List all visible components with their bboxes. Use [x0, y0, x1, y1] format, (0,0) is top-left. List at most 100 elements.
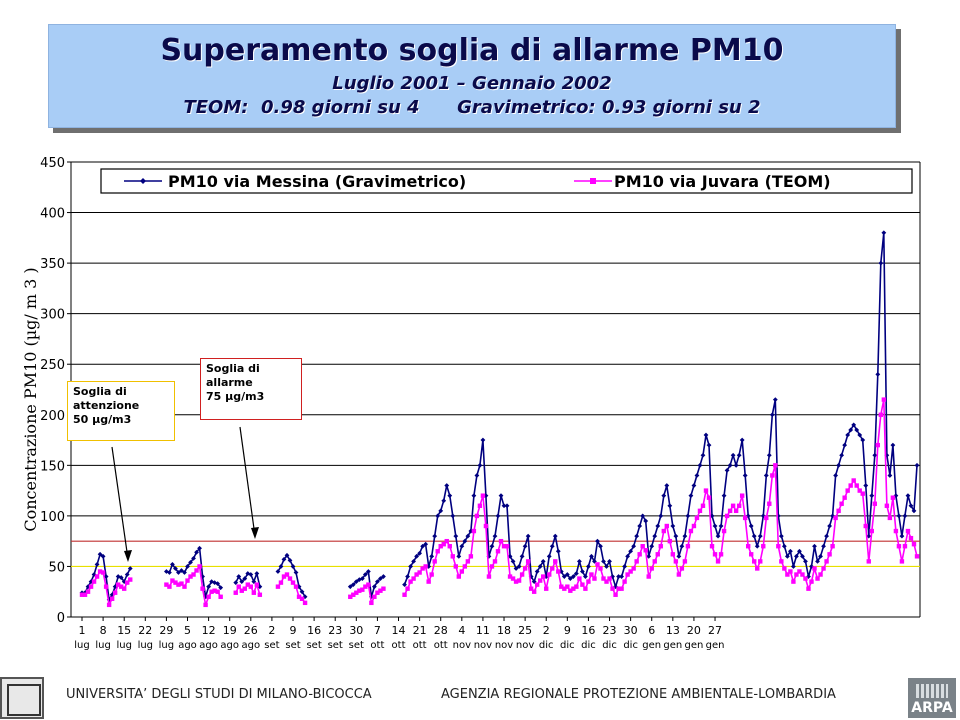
series-messina-point [287, 557, 293, 563]
series-messina-point [791, 564, 796, 569]
series-messina-point [359, 576, 365, 581]
series-messina-point [646, 553, 652, 559]
series-juvara-point [556, 569, 561, 574]
series-messina-point [167, 570, 172, 575]
series-juvara-point [115, 582, 121, 587]
series-juvara-point [366, 582, 371, 587]
series-juvara-point [480, 493, 486, 498]
series-messina-point [911, 508, 917, 514]
x-tick-label-month: dic [581, 640, 596, 651]
series-juvara-point [170, 578, 175, 583]
series-juvara-point [610, 586, 615, 591]
x-tick-label-month: dic [539, 640, 554, 651]
series-juvara-point [709, 544, 715, 549]
series-juvara-point [360, 587, 365, 592]
series-messina-point [766, 452, 772, 458]
series-messina-point [658, 513, 664, 519]
series-juvara-point [770, 473, 775, 478]
x-tick-label-day: 7 [374, 624, 381, 637]
attention-pointer [111, 446, 129, 560]
x-tick-label-month: lug [159, 640, 174, 651]
series-messina-point [179, 568, 184, 573]
series-messina-point [607, 558, 612, 564]
x-tick-label-month: set [285, 640, 300, 651]
series-juvara-point [721, 528, 727, 534]
series-juvara-point [745, 544, 751, 549]
series-juvara-point [128, 577, 133, 582]
series-juvara-point [815, 576, 820, 581]
series-juvara-point [456, 574, 462, 579]
series-juvara-point [402, 592, 407, 597]
series-juvara-point [275, 584, 281, 589]
y-tick-label: 400 [40, 207, 65, 222]
series-messina-point [688, 493, 694, 499]
chart-title: Superamento soglia di allarme PM10 [160, 33, 784, 68]
series-juvara-point [803, 576, 808, 581]
x-tick-label-month: dic [602, 640, 617, 651]
series-juvara-point [565, 584, 570, 589]
series-juvara-point [468, 554, 474, 559]
series-juvara-point [676, 572, 682, 577]
footer-university: UNIVERSITA’ DEGLI STUDI DI MILANO-BICOCC… [66, 687, 372, 702]
series-juvara-point [718, 552, 724, 557]
series-messina-point [236, 574, 242, 579]
series-messina-point [781, 543, 787, 549]
series-juvara-point [577, 576, 582, 581]
series-juvara-point [905, 528, 911, 534]
series-juvara-point [176, 582, 181, 587]
x-tick-label-month: lug [74, 640, 89, 651]
series-messina-point [673, 533, 679, 539]
series-juvara-point [408, 579, 413, 584]
series-juvara-point [574, 584, 579, 589]
series-messina-point [622, 564, 627, 569]
series-juvara-point [848, 483, 853, 488]
series-juvara-point [833, 515, 838, 521]
series-messina-point [769, 412, 775, 418]
series-messina-point [510, 558, 516, 564]
series-juvara-point [619, 586, 624, 591]
series-messina-point [423, 541, 429, 547]
series-messina-point [579, 569, 585, 574]
series-juvara-point [764, 515, 769, 521]
series-juvara-point [212, 588, 217, 593]
series-messina-point [109, 592, 115, 598]
series-juvara-point [631, 566, 636, 571]
series-juvara-point [661, 528, 666, 534]
series-juvara-point [914, 554, 920, 559]
series-messina-point [682, 533, 688, 539]
series-messina-point [115, 574, 121, 579]
series-juvara-point [453, 564, 458, 569]
series-juvara-point [215, 589, 220, 594]
series-messina-point [118, 575, 124, 580]
x-tick-label-day: 19 [223, 624, 237, 637]
series-messina-point [679, 543, 685, 549]
series-juvara-point [881, 397, 887, 402]
series-juvara-point [733, 508, 739, 514]
series-messina-point [353, 579, 359, 585]
series-messina-point [854, 427, 860, 433]
series-messina-point [435, 513, 441, 519]
series-messina-point [197, 545, 202, 551]
series-juvara-point [749, 552, 754, 557]
series-messina-line [277, 554, 306, 598]
series-messina-point [465, 533, 471, 539]
series-juvara-point [541, 574, 546, 579]
series-messina-point [495, 513, 501, 519]
series-messina-point [890, 442, 896, 448]
series-messina-point [170, 562, 175, 567]
series-juvara-point [758, 559, 763, 564]
series-messina-point [655, 523, 661, 529]
series-juvara-point [797, 569, 802, 574]
series-juvara-point [550, 566, 555, 571]
series-messina-point [194, 549, 199, 555]
series-messina-point [848, 427, 854, 433]
series-messina-point [836, 462, 842, 468]
series-juvara-point [209, 589, 214, 594]
y-tick-label: 300 [40, 308, 65, 323]
x-tick-label-month: gen [685, 640, 704, 651]
series-messina-point [619, 574, 624, 579]
series-juvara-point [97, 569, 103, 574]
series-juvara-point [411, 576, 416, 581]
series-juvara-point [809, 579, 814, 584]
series-messina-point [480, 437, 486, 443]
